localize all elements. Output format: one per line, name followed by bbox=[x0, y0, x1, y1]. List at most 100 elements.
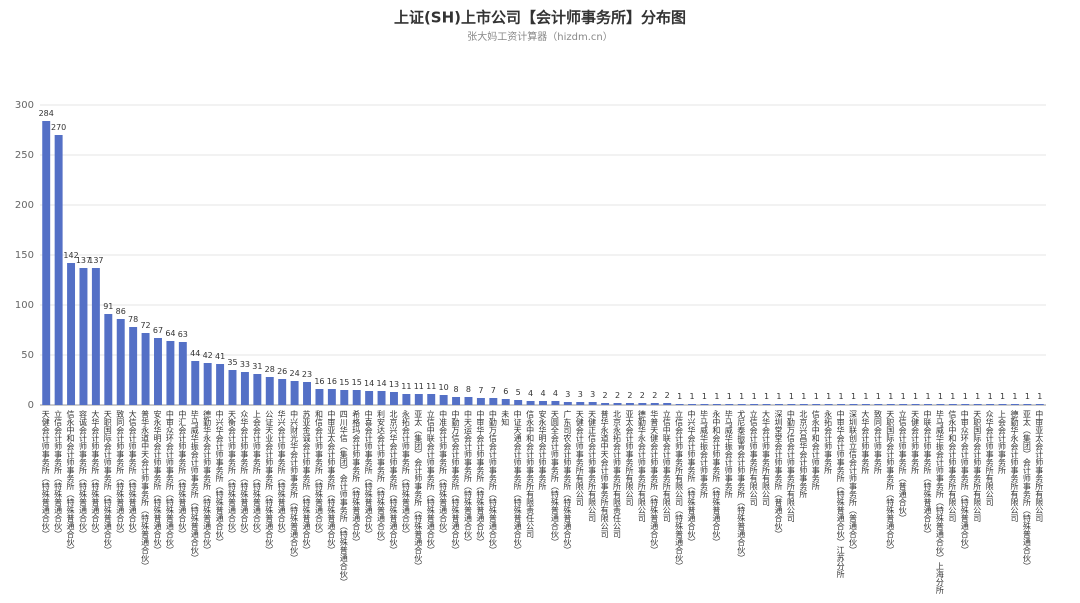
data-label: 1 bbox=[913, 392, 918, 401]
data-label: 14 bbox=[364, 379, 374, 388]
data-label: 1 bbox=[714, 392, 719, 401]
data-label: 7 bbox=[491, 386, 496, 395]
x-tick-label: 立信中联会计师事务所（特殊普通合伙） bbox=[426, 410, 436, 554]
x-tick-label: 天健会计师事务所有限公司 bbox=[575, 410, 585, 506]
bar bbox=[700, 404, 709, 405]
data-label: 1 bbox=[814, 392, 819, 401]
data-label: 31 bbox=[252, 362, 262, 371]
bar bbox=[67, 263, 76, 405]
bar bbox=[924, 404, 932, 405]
data-label: 1 bbox=[1000, 392, 1005, 401]
bar bbox=[240, 372, 249, 405]
data-label: 4 bbox=[540, 389, 545, 398]
data-label: 1 bbox=[888, 392, 893, 401]
bar bbox=[166, 341, 175, 405]
data-label: 1 bbox=[839, 392, 844, 401]
data-label: 24 bbox=[290, 369, 300, 378]
bar bbox=[824, 404, 833, 405]
bar bbox=[837, 404, 846, 405]
bar bbox=[973, 404, 982, 405]
bar bbox=[638, 403, 647, 405]
x-tick-label: 天健会计师事务所 bbox=[910, 410, 920, 474]
data-label: 270 bbox=[51, 123, 66, 132]
x-tick-label: 中审华会计师事务所（特殊普通合伙） bbox=[475, 410, 485, 546]
data-label: 16 bbox=[314, 377, 324, 386]
bar bbox=[775, 404, 783, 405]
data-label: 15 bbox=[339, 378, 349, 387]
bar bbox=[688, 404, 697, 405]
bar bbox=[216, 364, 225, 405]
x-tick-label: 广东司农会计师事务所（特殊普通合伙） bbox=[562, 410, 572, 554]
data-label: 1 bbox=[925, 392, 930, 401]
x-tick-label: 利安达会计师事务所（特殊普通合伙） bbox=[376, 410, 386, 546]
bar bbox=[104, 314, 113, 405]
data-label: 1 bbox=[901, 392, 906, 401]
bar bbox=[998, 404, 1007, 405]
bar bbox=[452, 397, 461, 405]
x-tick-label: 立信会计师事务所（特殊普通合伙） bbox=[53, 410, 63, 538]
x-tick-label: 安永华明会计师事务所 bbox=[538, 410, 547, 490]
bar bbox=[191, 361, 200, 405]
x-tick-label: 北京兴华会计师事务所（特殊普通合伙） bbox=[388, 410, 398, 554]
data-label: 91 bbox=[103, 302, 113, 311]
data-label: 284 bbox=[39, 109, 54, 118]
x-tick-label: 和信会计师事务所（特殊普通合伙） bbox=[314, 410, 324, 538]
y-tick-label: 200 bbox=[15, 200, 34, 211]
data-label: 142 bbox=[63, 251, 78, 260]
x-tick-label: 普华永道中天会计师事务所（特殊普通合伙） bbox=[140, 410, 150, 570]
data-label: 1 bbox=[1012, 392, 1017, 401]
x-tick-label: 毕马威华振会计师事务所 bbox=[699, 410, 709, 498]
x-tick-label: 众华会计师事务所有限公司 bbox=[985, 410, 995, 506]
x-tick-label: 立信中联会计师事务所有限公司 bbox=[662, 410, 672, 522]
data-label: 1 bbox=[1025, 392, 1030, 401]
x-tick-label: 众华会计师事务所（特殊普通合伙） bbox=[239, 410, 249, 538]
data-label: 16 bbox=[327, 377, 337, 386]
data-label: 7 bbox=[478, 386, 483, 395]
x-tick-label: 中勤万信会计师事务所（特殊普通合伙） bbox=[451, 410, 461, 554]
bar bbox=[377, 391, 386, 405]
x-tick-label: 立信会计师事务所有限公司 bbox=[749, 410, 759, 506]
data-label: 3 bbox=[565, 390, 570, 399]
x-tick-label: 亚太（集团）会计师事务所（特殊普通合伙） bbox=[1022, 410, 1032, 570]
bar bbox=[303, 382, 311, 405]
y-tick-label: 100 bbox=[15, 300, 34, 311]
bar bbox=[601, 403, 610, 405]
bar bbox=[874, 404, 883, 405]
data-label: 78 bbox=[128, 315, 138, 324]
y-tick-label: 300 bbox=[15, 100, 34, 111]
data-label: 2 bbox=[665, 391, 670, 400]
x-tick-label: 永中和会计师事务所（特殊普通合伙） bbox=[711, 410, 721, 546]
x-tick-label: 公证天业会计师事务所（特殊普通合伙） bbox=[264, 410, 274, 554]
data-label: 63 bbox=[178, 330, 188, 339]
x-tick-label: 北京永拓会计师事务所有限责任公司 bbox=[612, 410, 622, 538]
data-label: 42 bbox=[203, 351, 213, 360]
x-tick-label: 亚太会计师事务所有限公司 bbox=[624, 410, 634, 506]
bar bbox=[389, 392, 398, 405]
x-tick-label: 德勤华永会计师事务所（特殊普通合伙） bbox=[202, 410, 212, 554]
x-tick-label: 大华会计师事务所有限公司 bbox=[761, 410, 771, 506]
data-label: 1 bbox=[801, 392, 806, 401]
x-tick-label: 苏亚金诚会计师事务所（特殊普通合伙） bbox=[302, 410, 312, 554]
data-label: 1 bbox=[950, 392, 955, 401]
bar bbox=[526, 401, 535, 405]
x-tick-label: 德勤华永会计师事务所有限公司 bbox=[1009, 410, 1019, 522]
bar bbox=[501, 399, 510, 405]
data-label: 6 bbox=[503, 387, 508, 396]
bar bbox=[725, 404, 734, 405]
data-label: 2 bbox=[652, 391, 657, 400]
bar bbox=[675, 404, 684, 405]
x-tick-label: 致同会计师事务所 bbox=[873, 410, 883, 474]
bar bbox=[228, 370, 237, 405]
bar bbox=[799, 404, 808, 405]
data-label: 11 bbox=[414, 382, 424, 391]
x-tick-label: 四川华信（集团）会计师事务所（特殊普通合伙） bbox=[339, 410, 349, 586]
bar bbox=[290, 381, 299, 405]
bar bbox=[464, 397, 473, 405]
x-tick-label: 天衡会计师事务所（特殊普通合伙） bbox=[227, 410, 237, 538]
bar bbox=[476, 398, 485, 405]
x-tick-label: 华兴会计师事务所（特殊普通合伙） bbox=[277, 410, 287, 538]
x-tick-label: 信永中和会计师事务所有限责任公司 bbox=[525, 410, 535, 538]
data-label: 1 bbox=[826, 392, 831, 401]
data-label: 72 bbox=[140, 321, 150, 330]
